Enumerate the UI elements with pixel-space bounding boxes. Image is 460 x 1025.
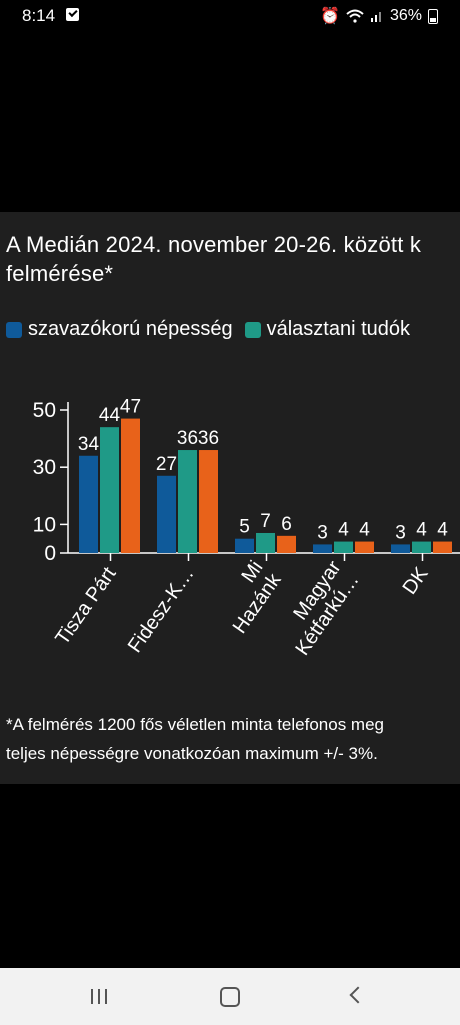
- status-right-cluster: ⏰ 36%: [320, 6, 438, 26]
- bar-1-1: [178, 450, 197, 553]
- x-tick-label-0: Tisza Párt: [51, 563, 120, 649]
- legend-swatch-0: [6, 321, 22, 338]
- bar-0-1: [100, 427, 119, 553]
- x-tick-label-2: MiHazánk: [211, 556, 287, 638]
- chart-title: A Medián 2024. november 20-26. között k …: [6, 232, 422, 286]
- bar-2-0: [235, 538, 254, 553]
- chart-footnote: *A felmérés 1200 fős véletlen minta tele…: [6, 715, 384, 763]
- bar-0-2: [121, 418, 140, 553]
- navigation-bar: [0, 968, 460, 1025]
- y-tick-label-3: 50: [33, 399, 56, 422]
- data-label-4-2: 4: [437, 520, 448, 541]
- recent-apps-icon[interactable]: [91, 989, 107, 1004]
- chart-card: A Medián 2024. november 20-26. között k …: [0, 212, 460, 784]
- bar-2-1: [256, 532, 275, 553]
- legend-label-1: választani tudók: [266, 318, 410, 340]
- bar-1-2: [199, 450, 218, 553]
- y-tick-label-2: 30: [33, 456, 56, 479]
- y-tick-label-1: 10: [33, 513, 56, 536]
- data-label-0-2: 47: [120, 397, 141, 418]
- battery-percent: 36%: [389, 7, 422, 24]
- data-label-3-0: 3: [317, 522, 328, 543]
- data-label-4-1: 4: [416, 520, 427, 541]
- chart-legend: szavazókorú népesség választani tudók: [6, 318, 422, 341]
- back-icon[interactable]: [349, 986, 367, 1004]
- home-icon[interactable]: [220, 987, 240, 1007]
- signal-icon: [370, 12, 381, 22]
- bar-0-0: [79, 455, 98, 553]
- data-label-3-2: 4: [359, 520, 370, 541]
- bar-1-0: [157, 475, 176, 553]
- data-label-2-2: 6: [281, 514, 292, 535]
- x-tick-label-1: Fidesz-K…: [124, 563, 199, 657]
- bar-3-1: [334, 541, 353, 553]
- data-label-4-0: 3: [395, 522, 406, 543]
- status-bar: 8:14 ⏰ 36%: [0, 0, 460, 30]
- data-label-1-2: 36: [198, 428, 219, 449]
- legend-item-0: szavazókorú népesség: [6, 318, 233, 341]
- data-label-0-1: 44: [99, 405, 121, 426]
- bar-2-2: [277, 535, 296, 553]
- check-notification-icon: [66, 8, 79, 21]
- x-tick-label-3: MagyarKétfarkú…: [273, 557, 363, 660]
- data-label-1-1: 36: [177, 428, 198, 449]
- status-time: 8:14: [22, 6, 56, 25]
- data-label-2-0: 5: [239, 517, 250, 538]
- bar-4-0: [391, 544, 410, 553]
- legend-item-1: választani tudók: [244, 318, 410, 341]
- y-tick-label-0: 0: [44, 542, 56, 565]
- data-label-3-1: 4: [338, 520, 349, 541]
- battery-icon: [428, 8, 438, 24]
- bar-3-0: [313, 544, 332, 553]
- bar-3-2: [355, 541, 374, 553]
- legend-label-0: szavazókorú népesség: [28, 318, 233, 340]
- alarm-icon: ⏰: [320, 8, 340, 25]
- data-label-0-0: 34: [78, 434, 100, 455]
- legend-swatch-1: [244, 321, 261, 338]
- wifi-icon: [346, 9, 364, 23]
- data-label-2-1: 7: [260, 511, 271, 532]
- bar-4-1: [412, 541, 431, 553]
- x-tick-label-4: DK: [399, 563, 433, 599]
- data-label-1-0: 27: [156, 454, 177, 475]
- bar-4-2: [433, 541, 452, 553]
